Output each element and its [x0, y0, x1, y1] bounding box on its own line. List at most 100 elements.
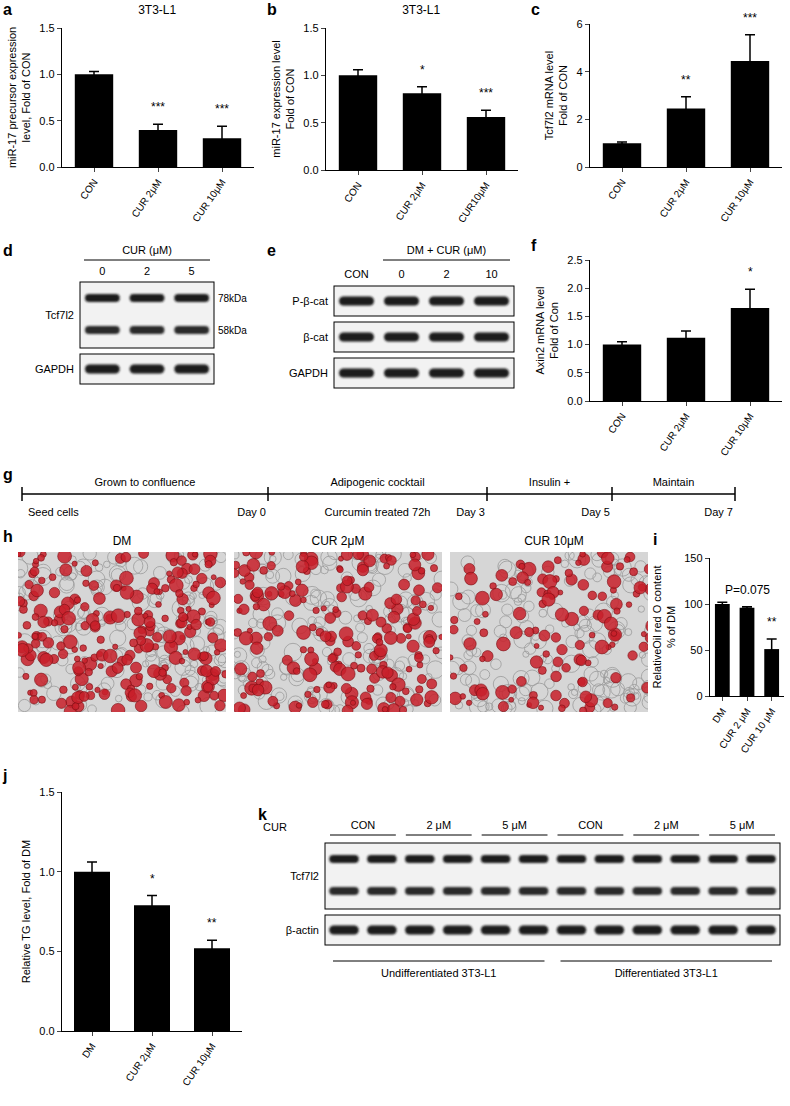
svg-text:10: 10	[485, 268, 497, 280]
svg-text:Day 0: Day 0	[237, 506, 266, 518]
svg-text:0.0: 0.0	[39, 1025, 54, 1037]
svg-text:50: 50	[690, 644, 702, 656]
svg-text:DM: DM	[113, 534, 132, 548]
svg-text:3T3-L1: 3T3-L1	[402, 3, 440, 17]
svg-text:CON: CON	[578, 819, 603, 831]
svg-text:***: ***	[743, 11, 757, 25]
svg-text:0: 0	[696, 690, 702, 702]
svg-text:150: 150	[684, 552, 702, 564]
svg-text:Curcumin treated 72h: Curcumin treated 72h	[325, 506, 431, 518]
svg-text:0.0: 0.0	[39, 161, 54, 173]
svg-text:CUR 10μM: CUR 10μM	[718, 411, 756, 458]
svg-text:0: 0	[576, 161, 582, 173]
svg-text:CUR 2μM: CUR 2μM	[393, 180, 427, 222]
svg-text:CUR 2μM: CUR 2μM	[657, 177, 691, 219]
svg-text:5: 5	[189, 265, 195, 277]
svg-text:Seed cells: Seed cells	[28, 506, 79, 518]
svg-text:miR-17 expression levelFold of: miR-17 expression levelFold of CON	[270, 40, 296, 157]
svg-text:CUR 10μM: CUR 10μM	[190, 177, 228, 224]
svg-text:***: ***	[151, 100, 165, 114]
svg-text:0: 0	[398, 268, 404, 280]
svg-text:DM: DM	[80, 1041, 98, 1060]
svg-text:Tcf7l2 mRNA levelFold of CON: Tcf7l2 mRNA levelFold of CON	[543, 51, 569, 140]
svg-text:miR-17 precursor expressionlev: miR-17 precursor expressionlevel, Fold o…	[6, 27, 32, 168]
svg-text:DM + CUR (μM): DM + CUR (μM)	[407, 244, 486, 256]
svg-text:5 μM: 5 μM	[730, 819, 755, 831]
svg-text:0.5: 0.5	[39, 945, 54, 957]
svg-text:β-actin: β-actin	[286, 924, 319, 936]
svg-text:Axin2 mRNA levelFold of Con: Axin2 mRNA levelFold of Con	[534, 286, 560, 374]
svg-text:CON: CON	[351, 819, 376, 831]
svg-text:GAPDH: GAPDH	[35, 363, 74, 375]
svg-text:2.5: 2.5	[567, 254, 582, 266]
svg-text:0: 0	[99, 265, 105, 277]
svg-text:Differentiated 3T3-L1: Differentiated 3T3-L1	[615, 967, 718, 979]
svg-text:Undifferentiated 3T3-L1: Undifferentiated 3T3-L1	[381, 967, 496, 979]
svg-text:58kDa: 58kDa	[218, 325, 247, 336]
svg-text:1.0: 1.0	[567, 338, 582, 350]
svg-text:CUR (μM): CUR (μM)	[122, 244, 172, 256]
svg-text:Tcf7l2: Tcf7l2	[290, 870, 319, 882]
svg-text:CUR 2 μM: CUR 2 μM	[717, 706, 753, 751]
svg-text:2: 2	[443, 268, 449, 280]
svg-text:Maintain: Maintain	[653, 476, 695, 488]
svg-text:CUR 2μM: CUR 2μM	[129, 177, 163, 219]
svg-text:**: **	[681, 73, 691, 87]
svg-text:CON: CON	[606, 177, 628, 202]
svg-text:CON: CON	[606, 411, 628, 436]
svg-text:CON: CON	[78, 177, 100, 202]
svg-text:β-cat: β-cat	[303, 331, 328, 343]
svg-text:P-β-cat: P-β-cat	[292, 295, 328, 307]
svg-text:*: *	[150, 872, 155, 886]
svg-text:2.0: 2.0	[567, 282, 582, 294]
svg-text:**: **	[207, 916, 217, 930]
svg-text:CUR 10 μM: CUR 10 μM	[738, 706, 777, 755]
svg-text:1.5: 1.5	[39, 22, 54, 34]
svg-text:*: *	[748, 265, 753, 279]
svg-text:CUR 10μM: CUR 10μM	[180, 1041, 218, 1088]
svg-text:1.0: 1.0	[39, 68, 54, 80]
svg-text:CUR 2μM: CUR 2μM	[657, 411, 691, 453]
svg-text:CUR 2μM: CUR 2μM	[312, 534, 365, 548]
svg-text:Adipogenic cocktail: Adipogenic cocktail	[330, 476, 424, 488]
svg-text:5 μM: 5 μM	[502, 819, 527, 831]
svg-text:100: 100	[684, 598, 702, 610]
svg-text:4: 4	[576, 66, 582, 78]
svg-text:Tcf7l2: Tcf7l2	[45, 309, 74, 321]
svg-text:Day 5: Day 5	[581, 506, 610, 518]
svg-text:***: ***	[479, 86, 493, 100]
svg-text:Relative TG level, Fold of DM: Relative TG level, Fold of DM	[20, 840, 32, 983]
svg-text:3T3-L1: 3T3-L1	[138, 3, 176, 17]
svg-text:0.5: 0.5	[303, 117, 318, 129]
svg-text:1.5: 1.5	[567, 310, 582, 322]
svg-text:Day 7: Day 7	[704, 506, 733, 518]
svg-text:CUR 10μM: CUR 10μM	[718, 177, 756, 224]
svg-text:1.0: 1.0	[39, 866, 54, 878]
svg-text:CUR 10μM: CUR 10μM	[524, 534, 584, 548]
svg-text:CON: CON	[342, 180, 364, 205]
svg-text:**: **	[767, 615, 777, 629]
svg-text:CUR 2μM: CUR 2μM	[123, 1041, 157, 1083]
svg-text:P=0.075: P=0.075	[725, 583, 770, 597]
svg-text:2: 2	[576, 113, 582, 125]
svg-text:GAPDH: GAPDH	[289, 367, 328, 379]
svg-text:0.0: 0.0	[303, 164, 318, 176]
svg-text:78kDa: 78kDa	[218, 293, 247, 304]
svg-text:DM: DM	[710, 706, 728, 725]
svg-text:*: *	[420, 63, 425, 77]
svg-text:Day 3: Day 3	[456, 506, 485, 518]
svg-text:2 μM: 2 μM	[426, 819, 451, 831]
svg-text:2: 2	[144, 265, 150, 277]
svg-text:CUR10μM: CUR10μM	[456, 180, 492, 225]
svg-text:1.5: 1.5	[39, 786, 54, 798]
svg-text:0.5: 0.5	[567, 367, 582, 379]
svg-text:1.0: 1.0	[303, 69, 318, 81]
svg-text:RelativeOil red O content% of: RelativeOil red O content% of DM	[651, 566, 677, 689]
svg-text:Grown to confluence: Grown to confluence	[95, 476, 196, 488]
svg-text:6: 6	[576, 18, 582, 30]
svg-text:1.5: 1.5	[303, 22, 318, 34]
svg-text:2 μM: 2 μM	[654, 819, 679, 831]
svg-text:CON: CON	[344, 268, 369, 280]
svg-text:0.0: 0.0	[567, 395, 582, 407]
svg-text:0.5: 0.5	[39, 115, 54, 127]
